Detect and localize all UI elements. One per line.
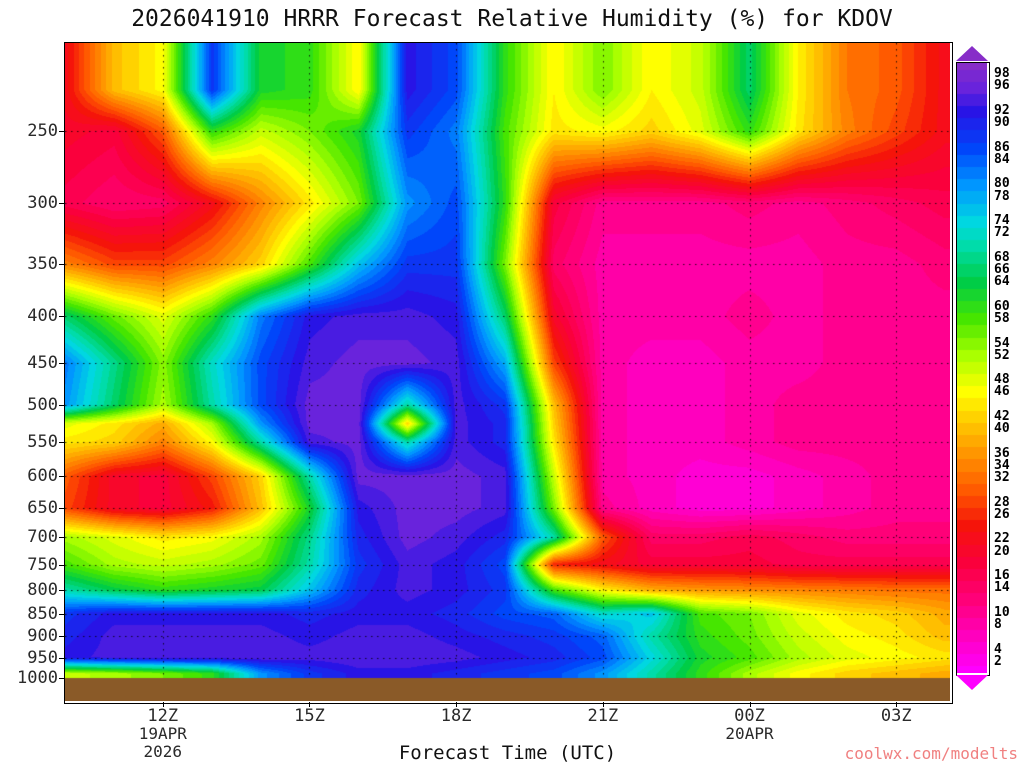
colorbar-tick-label: 20 [994, 543, 1010, 559]
y-tick-label: 750 [27, 554, 58, 575]
rh-field-canvas [65, 43, 950, 701]
y-tick-mark [59, 508, 64, 510]
colorbar-tick-label: 40 [994, 421, 1010, 437]
x-tick-mark [749, 702, 751, 707]
colorbar-canvas [957, 63, 987, 673]
y-tick-mark [59, 537, 64, 539]
y-tick-mark [59, 362, 64, 364]
colorbar-tick-label: 68 [994, 249, 1010, 265]
colorbar-tick-label: 36 [994, 445, 1010, 461]
y-tick-mark [59, 613, 64, 615]
colorbar-tick-label: 4 [994, 641, 1002, 657]
colorbar-tick-label: 2 [994, 653, 1002, 669]
chart-title: 2026041910 HRRR Forecast Relative Humidi… [131, 6, 893, 32]
colorbar-tick-label: 14 [994, 580, 1010, 596]
colorbar-tick-label: 96 [994, 78, 1010, 94]
y-tick-mark [59, 263, 64, 265]
colorbar-tick-label: 26 [994, 506, 1010, 522]
colorbar [956, 62, 990, 676]
colorbar-tick-label: 10 [994, 604, 1010, 620]
colorbar-tick-label: 34 [994, 457, 1010, 473]
colorbar-tick-label: 48 [994, 372, 1010, 388]
y-tick-label: 900 [27, 626, 58, 647]
colorbar-tick-label: 90 [994, 115, 1010, 131]
x-tick-mark [162, 702, 164, 707]
watermark-link[interactable]: coolwx.com/modelts [844, 744, 1018, 763]
y-tick-mark [59, 202, 64, 204]
colorbar-bottom-arrow [956, 675, 988, 690]
y-tick-label: 950 [27, 647, 58, 668]
x-tick-mark [602, 702, 604, 707]
colorbar-tick-label: 98 [994, 66, 1010, 82]
y-tick-mark [59, 564, 64, 566]
colorbar-tick-label: 60 [994, 298, 1010, 314]
colorbar-tick-label: 74 [994, 213, 1010, 229]
colorbar-tick-label: 58 [994, 311, 1010, 327]
y-tick-mark [59, 442, 64, 444]
y-tick-label: 550 [27, 432, 58, 453]
colorbar-tick-label: 28 [994, 494, 1010, 510]
y-tick-label: 700 [27, 527, 58, 548]
y-tick-label: 450 [27, 352, 58, 373]
colorbar-tick-label: 80 [994, 176, 1010, 192]
x-date-label: 20APR [725, 724, 774, 743]
y-tick-mark [59, 657, 64, 659]
y-tick-label: 600 [27, 466, 58, 487]
colorbar-tick-label: 92 [994, 102, 1010, 118]
y-tick-label: 800 [27, 579, 58, 600]
colorbar-tick-label: 66 [994, 262, 1010, 278]
y-tick-label: 850 [27, 603, 58, 624]
colorbar-tick-label: 32 [994, 470, 1010, 486]
plot-area [64, 42, 953, 704]
y-tick-label: 250 [27, 121, 58, 142]
y-tick-label: 400 [27, 306, 58, 327]
y-tick-label: 1000 [17, 668, 58, 688]
x-axis-label: Forecast Time (UTC) [398, 742, 617, 764]
y-tick-mark [59, 636, 64, 638]
x-tick-mark [309, 702, 311, 707]
x-tick-mark [896, 702, 898, 707]
colorbar-top-arrow [956, 46, 988, 61]
x-tick-label: 15Z [294, 706, 325, 726]
colorbar-tick-label: 84 [994, 151, 1010, 167]
colorbar-tick-label: 72 [994, 225, 1010, 241]
y-tick-label: 500 [27, 394, 58, 415]
x-tick-label: 00Z [734, 706, 765, 726]
y-tick-label: 300 [27, 192, 58, 213]
y-tick-mark [59, 476, 64, 478]
y-tick-label: 650 [27, 498, 58, 519]
x-date-label: 2026 [143, 742, 183, 761]
y-tick-mark [59, 589, 64, 591]
colorbar-tick-label: 52 [994, 347, 1010, 363]
colorbar-tick-label: 78 [994, 188, 1010, 204]
y-tick-mark [59, 131, 64, 133]
x-tick-label: 03Z [880, 706, 912, 726]
x-tick-label: 12Z [147, 706, 179, 726]
y-tick-label: 350 [27, 253, 58, 274]
colorbar-tick-label: 86 [994, 139, 1010, 155]
colorbar-tick-label: 64 [994, 274, 1010, 290]
colorbar-tick-label: 42 [994, 408, 1010, 424]
colorbar-tick-label: 22 [994, 531, 1010, 547]
y-tick-mark [59, 678, 64, 679]
x-tick-mark [456, 702, 458, 707]
colorbar-tick-label: 54 [994, 335, 1010, 351]
y-tick-mark [59, 316, 64, 318]
colorbar-tick-label: 16 [994, 568, 1010, 584]
colorbar-tick-label: 8 [994, 617, 1002, 633]
x-tick-label: 18Z [440, 706, 472, 726]
x-date-label: 19APR [138, 724, 187, 743]
colorbar-tick-label: 46 [994, 384, 1010, 400]
x-tick-label: 21Z [587, 706, 619, 726]
y-tick-mark [59, 404, 64, 406]
